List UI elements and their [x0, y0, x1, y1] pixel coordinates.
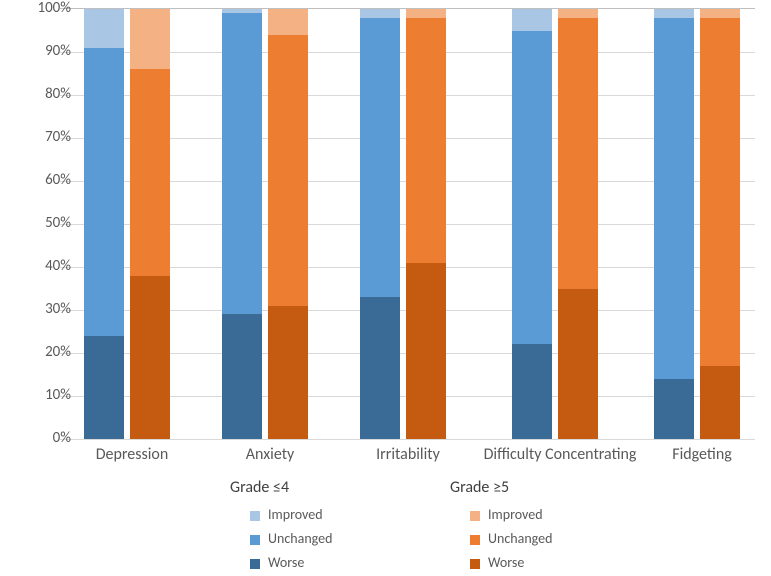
segment-worse: [360, 297, 400, 439]
legend-label: Unchanged: [268, 530, 332, 547]
category-label: Fidgeting: [642, 445, 762, 464]
y-tick-label: 10%: [16, 386, 71, 404]
legend-title-g5: Grade ≥5: [450, 478, 509, 497]
legend-item-g4-improved: Improved: [250, 502, 323, 528]
legend-item-g5-unchanged: Unchanged: [470, 526, 552, 552]
segment-unchanged: [360, 18, 400, 298]
segment-worse: [268, 306, 308, 439]
segment-worse: [406, 263, 446, 439]
segment-unchanged: [222, 13, 262, 314]
bar-g4-irritability: [360, 9, 400, 439]
y-tick-label: 70%: [16, 128, 71, 146]
segment-unchanged: [700, 18, 740, 366]
legend-swatch: [250, 511, 260, 521]
legend-item-g4-unchanged: Unchanged: [250, 526, 332, 552]
bar-g5-depression: [130, 9, 170, 439]
segment-worse: [222, 314, 262, 439]
y-tick-label: 80%: [16, 85, 71, 103]
segment-improved: [406, 9, 446, 18]
legend-label: Improved: [268, 506, 323, 523]
segment-unchanged: [84, 48, 124, 336]
segment-unchanged: [558, 18, 598, 289]
chart-plot-area: [60, 8, 755, 439]
segment-worse: [654, 379, 694, 439]
segment-improved: [558, 9, 598, 18]
legend-swatch: [470, 559, 480, 569]
bar-g5-anxiety: [268, 9, 308, 439]
legend-label: Improved: [488, 506, 543, 523]
segment-improved: [512, 9, 552, 31]
segment-unchanged: [130, 69, 170, 275]
y-tick-label: 60%: [16, 171, 71, 189]
legend-swatch: [470, 535, 480, 545]
segment-worse: [700, 366, 740, 439]
legend-label: Worse: [268, 554, 304, 571]
category-label: Anxiety: [210, 445, 330, 464]
bar-g5-difficulty-concentrating: [558, 9, 598, 439]
segment-unchanged: [654, 18, 694, 379]
segment-improved: [222, 9, 262, 13]
legend-label: Worse: [488, 554, 524, 571]
y-tick-label: 20%: [16, 343, 71, 361]
legend-swatch: [470, 511, 480, 521]
segment-worse: [558, 289, 598, 440]
segment-worse: [130, 276, 170, 439]
segment-improved: [360, 9, 400, 18]
legend-item-g4-worse: Worse: [250, 550, 304, 576]
legend-title-g4: Grade ≤4: [230, 478, 289, 497]
segment-worse: [512, 344, 552, 439]
segment-improved: [700, 9, 740, 18]
segment-improved: [84, 9, 124, 48]
segment-worse: [84, 336, 124, 439]
bar-g4-depression: [84, 9, 124, 439]
category-label: Difficulty Concentrating: [475, 445, 645, 464]
bar-g5-irritability: [406, 9, 446, 439]
segment-unchanged: [268, 35, 308, 306]
segment-improved: [130, 9, 170, 69]
legend-item-g5-improved: Improved: [470, 502, 543, 528]
bar-g4-anxiety: [222, 9, 262, 439]
y-tick-label: 90%: [16, 42, 71, 60]
y-tick-label: 50%: [16, 214, 71, 232]
segment-improved: [654, 9, 694, 18]
legend-label: Unchanged: [488, 530, 552, 547]
legend-swatch: [250, 559, 260, 569]
category-label: Depression: [72, 445, 192, 464]
segment-improved: [268, 9, 308, 35]
y-tick-label: 0%: [16, 429, 71, 447]
legend-item-g5-worse: Worse: [470, 550, 524, 576]
category-label: Irritability: [348, 445, 468, 464]
segment-unchanged: [512, 31, 552, 345]
segment-unchanged: [406, 18, 446, 263]
bar-g5-fidgeting: [700, 9, 740, 439]
bar-g4-fidgeting: [654, 9, 694, 439]
legend-swatch: [250, 535, 260, 545]
bar-g4-difficulty-concentrating: [512, 9, 552, 439]
y-tick-label: 40%: [16, 257, 71, 275]
gridline: [60, 439, 755, 440]
y-tick-label: 30%: [16, 300, 71, 318]
y-tick-label: 100%: [16, 0, 71, 17]
